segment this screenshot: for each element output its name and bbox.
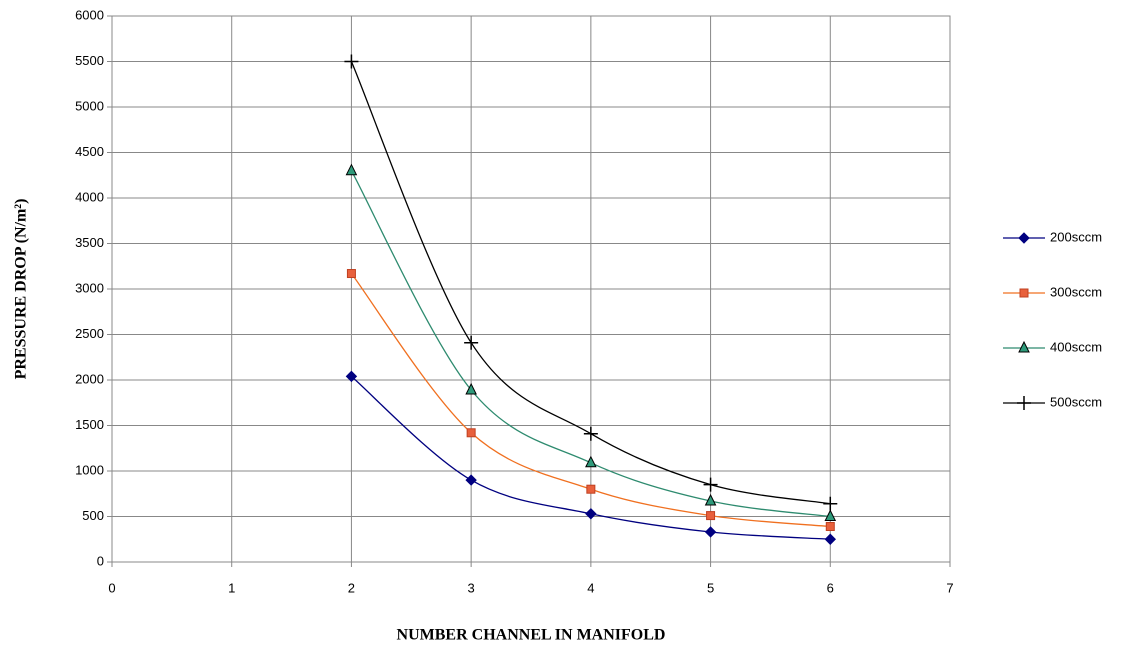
legend-marker	[1019, 288, 1029, 298]
marker	[824, 533, 836, 545]
x-axis-title: NUMBER CHANNEL IN MANIFOLD	[397, 627, 666, 644]
y-tick-label: 5000	[75, 98, 104, 113]
marker	[703, 477, 718, 492]
marker	[825, 522, 835, 532]
y-axis-title: PRESSURE DROP (N/m²)	[13, 199, 30, 380]
marker	[704, 493, 717, 506]
marker	[465, 474, 477, 486]
series	[346, 269, 835, 532]
x-tick-label: 6	[827, 580, 834, 595]
series	[345, 163, 837, 521]
x-tick-label: 5	[707, 580, 714, 595]
x-tick-label: 4	[587, 580, 594, 595]
y-tick-label: 3000	[75, 280, 104, 295]
y-tick-label: 4500	[75, 144, 104, 159]
plot-frame	[111, 15, 951, 563]
legend-marker	[1017, 396, 1031, 410]
legend-label: 200sccm	[1050, 229, 1102, 244]
series	[344, 54, 838, 511]
y-tick-label: 5500	[75, 53, 104, 68]
y-tick-label: 0	[97, 553, 104, 568]
legend-label: 300sccm	[1050, 284, 1102, 299]
marker	[585, 455, 597, 468]
marker	[464, 335, 479, 350]
marker	[345, 370, 358, 383]
legend-marker	[1018, 340, 1030, 353]
x-tick-label: 7	[946, 580, 953, 595]
x-tick-label: 3	[468, 580, 475, 595]
legend-label: 400sccm	[1050, 339, 1102, 354]
marker	[585, 508, 597, 520]
series-line	[350, 273, 831, 528]
y-tick-label: 1000	[75, 462, 104, 477]
y-tick-label: 500	[82, 508, 104, 523]
legend-marker	[1018, 232, 1030, 244]
legend-label: 500sccm	[1050, 394, 1102, 409]
marker	[466, 428, 476, 438]
series	[345, 370, 836, 545]
marker	[344, 54, 359, 69]
marker	[586, 484, 596, 494]
marker	[823, 496, 838, 511]
y-tick-label: 2000	[75, 371, 104, 386]
y-tick-label: 6000	[75, 7, 104, 22]
marker	[824, 509, 837, 521]
marker	[346, 269, 356, 279]
series-line	[350, 61, 831, 505]
marker	[704, 526, 717, 538]
y-tick-label: 4000	[75, 189, 104, 204]
y-tick-label: 3500	[75, 235, 104, 250]
x-tick-label: 0	[108, 580, 115, 595]
marker	[345, 163, 358, 176]
series-line	[350, 170, 831, 518]
marker	[706, 511, 716, 521]
y-tick-label: 2500	[75, 326, 104, 341]
marker	[583, 426, 598, 441]
marker	[465, 382, 477, 395]
x-tick-label: 2	[348, 580, 355, 595]
y-tick-label: 1500	[75, 417, 104, 432]
x-tick-label: 1	[228, 580, 235, 595]
